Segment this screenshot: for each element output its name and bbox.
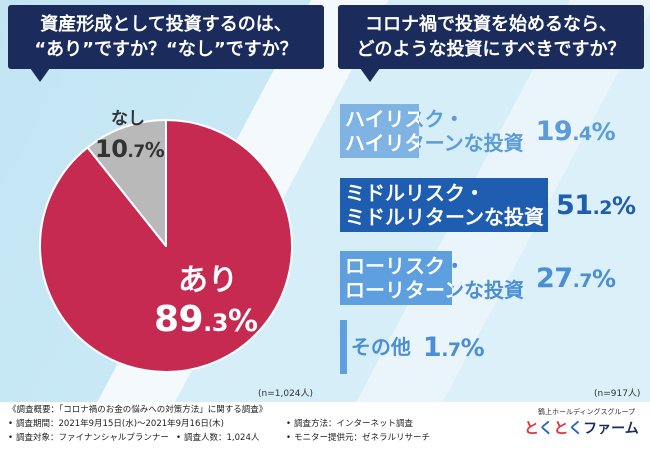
bar-value-label: 51.2% bbox=[556, 189, 636, 221]
pie-value-nashi: 10.7% bbox=[95, 135, 165, 163]
bar-label-line: ハイリターンな投資 bbox=[345, 131, 524, 155]
bar-label: ハイリスク・ ハイリターンな投資 bbox=[340, 107, 526, 155]
pie-label-nashi: なし bbox=[111, 109, 145, 129]
bar-value-label: 1.7% bbox=[422, 331, 485, 363]
bar-row-other: その他 1.7% bbox=[340, 320, 485, 374]
bar-sample-size: (n=917人) bbox=[594, 389, 641, 399]
bar-label-line: その他 bbox=[350, 335, 411, 359]
pie-value-ari: 89.3% bbox=[154, 299, 258, 340]
left-question-bubble: 資産形成として投資するのは、 “あり”ですか？“なし”ですか？ bbox=[8, 5, 324, 82]
survey-method: 調査方法：インターネット調査 bbox=[286, 419, 413, 430]
bar bbox=[340, 320, 347, 374]
pie-sample-size: (n=1,024人) bbox=[258, 389, 314, 399]
survey-heading: 《調査概要：「コロナ禍のお金の悩みへの対策方法」に関する調査》 bbox=[8, 405, 268, 415]
bar-label-wrap: ミドルリスク・ ミドルリターンな投資 bbox=[340, 178, 548, 232]
bar bbox=[340, 178, 548, 232]
bar-row-high-risk: ハイリスク・ ハイリターンな投資 19.4% bbox=[340, 104, 616, 158]
survey-target: 調査対象：ファイナンシャルプランナー bbox=[8, 433, 169, 444]
bar-value-label: 27.7% bbox=[536, 262, 616, 294]
bar-row-middle-risk: ミドルリスク・ ミドルリターンな投資 51.2% bbox=[340, 178, 636, 232]
bullet-icon bbox=[286, 419, 294, 429]
survey-period-text: 調査期間：2021年9月15日(水)～2021年9月16日(木) bbox=[16, 419, 224, 429]
bar-label-line: ミドルリスク・ bbox=[345, 181, 485, 205]
survey-count: 調査人数：1,024人 bbox=[176, 433, 259, 444]
bar-label-line: ローリターンな投資 bbox=[345, 278, 524, 302]
bullet-icon bbox=[286, 433, 294, 443]
bar-label: ミドルリスク・ ミドルリターンな投資 bbox=[340, 181, 546, 229]
bar-label-line: ハイリスク・ bbox=[345, 107, 465, 131]
pie-slice-nashi bbox=[86, 119, 167, 247]
bar-label: その他 bbox=[340, 335, 413, 359]
survey-target-text: 調査対象：ファイナンシャルプランナー bbox=[16, 433, 169, 443]
bullet-icon bbox=[176, 433, 184, 443]
logo-group-text: 鶴上ホールディングスグループ bbox=[538, 408, 636, 416]
left-question-line-2: “あり”ですか？“なし”ですか？ bbox=[34, 39, 298, 60]
bar-label-line: ミドルリターンな投資 bbox=[345, 205, 544, 229]
survey-method-text: 調査方法：インターネット調査 bbox=[294, 419, 414, 429]
bullet-icon bbox=[8, 419, 16, 429]
bar-label: ローリスク・ ローリターンな投資 bbox=[340, 254, 526, 302]
pie-chart bbox=[39, 119, 293, 373]
survey-footer: 《調査概要：「コロナ禍のお金の悩みへの対策方法」に関する調査》 調査期間：202… bbox=[0, 402, 650, 450]
bar bbox=[340, 104, 419, 158]
bar-label-line: ローリスク・ bbox=[345, 254, 465, 278]
bar-label-wrap: ローリスク・ ローリターンな投資 bbox=[340, 251, 526, 305]
logo-wordmark: とくとくファーム bbox=[524, 419, 639, 437]
bar bbox=[340, 251, 453, 305]
survey-period: 調査期間：2021年9月15日(水)～2021年9月16日(木) bbox=[8, 419, 224, 430]
survey-monitor: モニター提供元：ゼネラルリサーチ bbox=[286, 433, 430, 444]
bar-label-wrap: その他 bbox=[340, 320, 413, 374]
right-question-line-2: どのような投資にすべきですか？ bbox=[356, 39, 626, 60]
pie-label-ari: あり bbox=[178, 263, 238, 298]
right-question-bubble: コロナ禍で投資を始めるなら、 どのような投資にすべきですか？ bbox=[338, 5, 644, 82]
bar-value-label: 19.4% bbox=[535, 115, 616, 147]
bar-row-low-risk: ローリスク・ ローリターンな投資 27.7% bbox=[340, 251, 616, 305]
logo-word: ファーム bbox=[583, 421, 639, 437]
logo-mark: とくとく bbox=[524, 419, 584, 437]
bullet-icon bbox=[8, 433, 16, 443]
bar-label-wrap: ハイリスク・ ハイリターンな投資 bbox=[340, 104, 526, 158]
right-question-line-1: コロナ禍で投資を始めるなら、 bbox=[365, 14, 617, 35]
brand-logo: 鶴上ホールディングスグループ とくとくファーム bbox=[524, 405, 644, 447]
pie-slice-ari bbox=[39, 119, 293, 373]
survey-monitor-text: モニター提供元：ゼネラルリサーチ bbox=[294, 433, 431, 443]
survey-count-text: 調査人数：1,024人 bbox=[184, 433, 260, 443]
left-question-line-1: 資産形成として投資するのは、 bbox=[40, 14, 292, 35]
